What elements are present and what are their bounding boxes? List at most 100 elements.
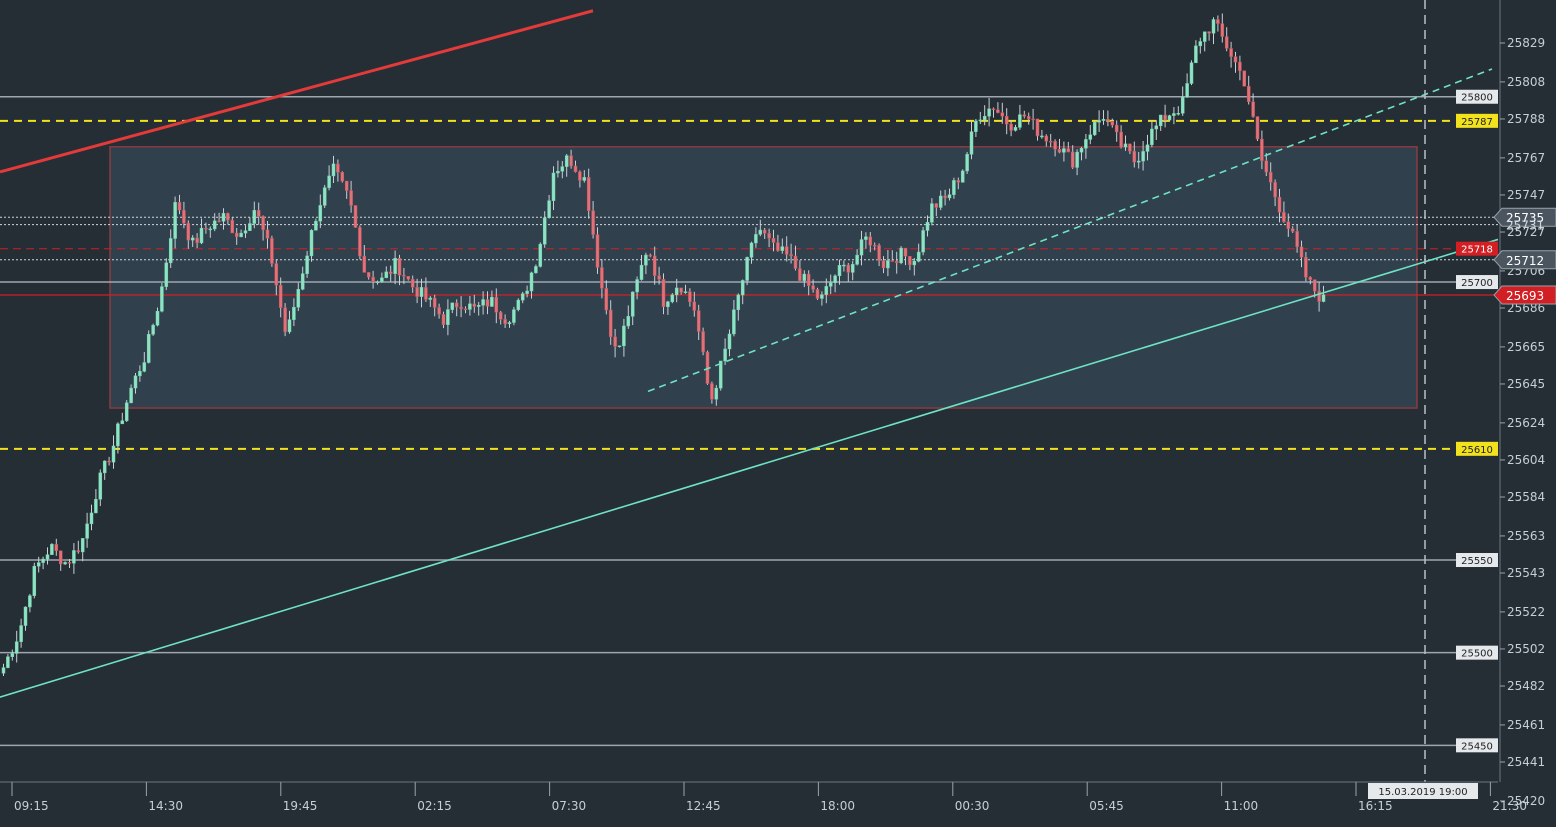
candle-body (1022, 114, 1027, 117)
candle-body (732, 309, 736, 335)
candle-body (243, 230, 248, 234)
x-tick-label: 09:15 (14, 799, 49, 813)
candle-body (1136, 160, 1141, 163)
candle-body (168, 238, 173, 264)
candle-body (938, 195, 943, 208)
trend-lines-layer (0, 9, 1499, 698)
candle-body (824, 286, 829, 295)
candle-body (261, 216, 265, 231)
candle-body (578, 171, 582, 181)
marker-tag-text-25718: 25718 (1461, 245, 1493, 256)
candle-body (1216, 19, 1220, 24)
candle-body (1057, 149, 1062, 153)
candle-body (582, 177, 587, 181)
candle-body (872, 245, 877, 247)
candle-body (754, 234, 758, 244)
level-tag-text-25550: 25550 (1461, 556, 1493, 567)
candle-body (481, 299, 485, 306)
candle-body (916, 251, 921, 262)
candle-body (894, 260, 899, 264)
candle-body (287, 319, 292, 333)
candle-body (503, 319, 507, 325)
candle-body (1044, 135, 1049, 142)
candle-body (525, 290, 529, 294)
price-tags-layer: 25800 25787 25700 25610 25550 25500 25450 25735… (1456, 89, 1556, 753)
level-tag-25700 (1456, 275, 1498, 290)
candle-body (613, 336, 617, 347)
candle-body (560, 166, 565, 172)
candle-body (991, 108, 996, 111)
candle-body (833, 275, 837, 284)
horizontal-levels-layer (0, 95, 1498, 747)
candle-body (177, 202, 182, 211)
candle-body (300, 273, 305, 290)
level-tag-text-25700: 25700 (1461, 278, 1493, 289)
candle-body (626, 316, 631, 327)
candle-body (1075, 151, 1079, 168)
candle-body (296, 288, 301, 308)
marker-tag-text-25735: 25735 (1506, 211, 1544, 225)
candle-body (639, 264, 644, 280)
candle-body (353, 205, 358, 228)
candle-body (850, 264, 855, 273)
candle-body (956, 180, 961, 183)
range-box-layer (109, 146, 1418, 409)
candle-body (1018, 114, 1022, 128)
y-tick-label: 25829 (1507, 36, 1545, 50)
level-tag-text-25787: 25787 (1461, 117, 1493, 128)
candle-body (1251, 101, 1255, 117)
candle-body (718, 360, 723, 389)
candle-body (388, 271, 393, 274)
candle-body (1035, 118, 1040, 137)
marker-tag-25718 (1456, 241, 1498, 256)
candle-body (798, 268, 802, 281)
level-tag-text-25450: 25450 (1461, 741, 1493, 752)
candle-body (1123, 143, 1128, 148)
candle-body (542, 217, 547, 245)
candle-body (622, 325, 626, 347)
x-tick-label: 05:45 (1089, 799, 1124, 813)
candle-body (1242, 70, 1247, 87)
candle-body (116, 423, 120, 447)
candle-body (1128, 143, 1132, 152)
candle-body (85, 523, 89, 539)
candle-body (472, 303, 477, 307)
x-tick-label: 11:00 (1224, 799, 1259, 813)
candle-body (710, 383, 714, 400)
candle-body (204, 227, 208, 230)
candle-body (1180, 96, 1185, 114)
candle-body (129, 387, 133, 403)
candle-body (406, 276, 411, 280)
candle-body (437, 307, 441, 315)
candle-body (573, 165, 578, 173)
y-tick-label: 25767 (1507, 151, 1545, 165)
candle-body (419, 287, 424, 297)
candle-body (1092, 121, 1097, 136)
candle-body (230, 219, 235, 234)
candle-body (1009, 123, 1013, 131)
level-tag-text-25610: 25610 (1461, 445, 1493, 456)
candle-body (274, 263, 279, 286)
y-tick-label: 25747 (1507, 188, 1545, 202)
candle-body (512, 309, 516, 323)
candle-body (468, 303, 472, 310)
y-tick-label: 25645 (1507, 377, 1545, 391)
level-tag-25787 (1456, 113, 1498, 128)
candle-body (446, 309, 450, 325)
candle-body (63, 562, 67, 565)
candle-body (283, 307, 287, 333)
y-tick-label: 25461 (1507, 718, 1545, 732)
candle-body (1070, 151, 1075, 168)
candle-body (978, 119, 983, 122)
candle-body (617, 345, 622, 348)
candle-body (516, 299, 521, 310)
candle-body (195, 237, 199, 244)
candle-body (1202, 31, 1207, 42)
candle-body (943, 195, 947, 199)
candle-body (1273, 182, 1277, 198)
candle-body (173, 202, 177, 239)
x-tick-label: 21:30 (1492, 799, 1527, 813)
candle-body (14, 641, 19, 654)
